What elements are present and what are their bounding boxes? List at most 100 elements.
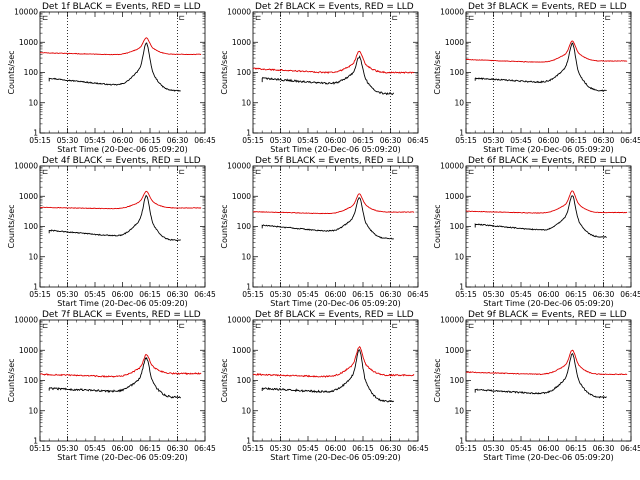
x-tick-label: 05:45: [510, 290, 532, 299]
y-axis-label: Counts/sec: [433, 358, 442, 402]
x-tick-label: 05:45: [84, 136, 106, 145]
x-axis-label: Start Time (20-Dec-06 05:09:20): [483, 145, 614, 154]
y-tick-label: 10000: [14, 162, 38, 171]
x-tick-label: 06:00: [325, 136, 347, 145]
series-line-events: [261, 349, 395, 403]
x-tick-label: 06:45: [407, 290, 429, 299]
series-line-events: [474, 42, 607, 92]
series-line-lld: [465, 190, 628, 214]
x-tick-label: 06:15: [139, 136, 161, 145]
x-tick-label: 06:45: [194, 290, 216, 299]
y-tick-label: 1: [33, 437, 38, 446]
chart-title: Det 5f BLACK = Events, RED = LLD: [255, 156, 414, 166]
chart-panel-7: Det 7f BLACK = Events, RED = LLD⊏ ⊏ 1 10 100…: [7, 310, 216, 462]
chart-title: Det 8f BLACK = Events, RED = LLD: [255, 310, 414, 320]
y-tick-label: 10: [454, 252, 464, 261]
chart-title: Det 4f BLACK = Events, RED = LLD: [42, 156, 201, 166]
chart-panel-5: Det 5f BLACK = Events, RED = LLD⊏ ⊏ 1 10 100…: [220, 156, 429, 308]
y-tick-label: 1: [459, 437, 464, 446]
y-tick-label: 10: [241, 252, 251, 261]
x-tick-label: 05:30: [57, 444, 79, 453]
y-axis-label: Counts/sec: [433, 204, 442, 248]
corner-marker-left: ⊏: [42, 321, 48, 330]
y-tick-label: 1: [459, 283, 464, 292]
y-tick-label: 1000: [445, 192, 464, 201]
corner-marker-right: ⊏: [179, 167, 185, 176]
x-tick-label: 05:30: [270, 290, 292, 299]
chart-title: Det 3f BLACK = Events, RED = LLD: [468, 2, 627, 12]
y-tick-label: 10000: [227, 8, 251, 17]
x-tick-label: 06:15: [139, 290, 161, 299]
x-axis-label: Start Time (20-Dec-06 05:09:20): [483, 453, 614, 462]
corner-marker-right: ⊏: [392, 321, 398, 330]
y-tick-label: 10: [241, 98, 251, 107]
corner-marker-right: ⊏: [605, 13, 611, 22]
chart-panel-8: Det 8f BLACK = Events, RED = LLD⊏ ⊏ 1 10 100…: [220, 310, 429, 462]
y-axis-label: Counts/sec: [7, 50, 16, 94]
y-tick-label: 100: [24, 376, 39, 385]
y-tick-label: 100: [237, 68, 252, 77]
x-tick-label: 05:15: [455, 290, 477, 299]
x-tick-label: 06:30: [593, 290, 615, 299]
y-tick-label: 1000: [445, 38, 464, 47]
y-tick-label: 1: [459, 129, 464, 138]
x-axis-label: Start Time (20-Dec-06 05:09:20): [270, 299, 401, 308]
x-tick-label: 06:45: [620, 136, 640, 145]
x-tick-label: 05:15: [242, 136, 264, 145]
x-tick-label: 06:45: [194, 444, 216, 453]
x-tick-label: 06:30: [593, 136, 615, 145]
y-tick-label: 10: [28, 252, 38, 261]
y-tick-label: 10: [28, 98, 38, 107]
corner-marker-left: ⊏: [255, 13, 261, 22]
chart-panel-4: Det 4f BLACK = Events, RED = LLD⊏ ⊏ 1 10 100…: [7, 156, 216, 308]
x-tick-label: 06:00: [538, 136, 560, 145]
x-tick-label: 06:45: [407, 136, 429, 145]
x-tick-label: 06:00: [538, 444, 560, 453]
y-tick-label: 1000: [19, 38, 38, 47]
x-tick-label: 06:00: [112, 290, 134, 299]
chart-title: Det 1f BLACK = Events, RED = LLD: [42, 2, 201, 12]
y-tick-label: 10000: [227, 316, 251, 325]
y-tick-label: 10: [241, 406, 251, 415]
x-tick-label: 06:30: [380, 290, 402, 299]
corner-marker-left: ⊏: [255, 321, 261, 330]
series-line-lld: [39, 190, 202, 210]
x-tick-label: 05:45: [297, 136, 319, 145]
y-tick-label: 1: [33, 129, 38, 138]
series-line-events: [474, 353, 607, 399]
corner-marker-right: ⊏: [605, 321, 611, 330]
x-tick-label: 06:15: [352, 136, 374, 145]
x-axis-label: Start Time (20-Dec-06 05:09:20): [57, 299, 188, 308]
y-tick-label: 10000: [227, 162, 251, 171]
series-line-lld: [252, 346, 415, 378]
x-tick-label: 05:30: [483, 444, 505, 453]
x-tick-label: 05:15: [29, 136, 51, 145]
x-tick-label: 06:30: [380, 136, 402, 145]
series-line-lld: [39, 353, 202, 378]
y-tick-label: 100: [450, 376, 465, 385]
chart-title: Det 6f BLACK = Events, RED = LLD: [468, 156, 627, 166]
x-tick-label: 06:15: [565, 136, 587, 145]
y-tick-label: 1: [33, 283, 38, 292]
y-axis-label: Counts/sec: [433, 50, 442, 94]
y-tick-label: 100: [24, 222, 39, 231]
x-tick-label: 06:30: [593, 444, 615, 453]
x-tick-label: 06:15: [565, 290, 587, 299]
corner-marker-right: ⊏: [179, 321, 185, 330]
y-axis-label: Counts/sec: [220, 50, 229, 94]
y-tick-label: 10000: [440, 8, 464, 17]
x-tick-label: 06:15: [565, 444, 587, 453]
chart-title: Det 7f BLACK = Events, RED = LLD: [42, 310, 201, 320]
x-tick-label: 05:45: [510, 136, 532, 145]
x-tick-label: 06:00: [325, 290, 347, 299]
x-tick-label: 05:30: [57, 136, 79, 145]
series-line-events: [48, 42, 181, 92]
chart-panel-9: Det 9f BLACK = Events, RED = LLD⊏ ⊏ 1 10 100…: [433, 310, 640, 462]
chart-panel-3: Det 3f BLACK = Events, RED = LLD⊏ ⊏ 1 10 100…: [433, 2, 640, 154]
x-axis-label: Start Time (20-Dec-06 05:09:20): [483, 299, 614, 308]
x-tick-label: 05:15: [29, 290, 51, 299]
y-tick-label: 1: [246, 437, 251, 446]
x-axis-label: Start Time (20-Dec-06 05:09:20): [57, 145, 188, 154]
x-tick-label: 05:15: [242, 444, 264, 453]
